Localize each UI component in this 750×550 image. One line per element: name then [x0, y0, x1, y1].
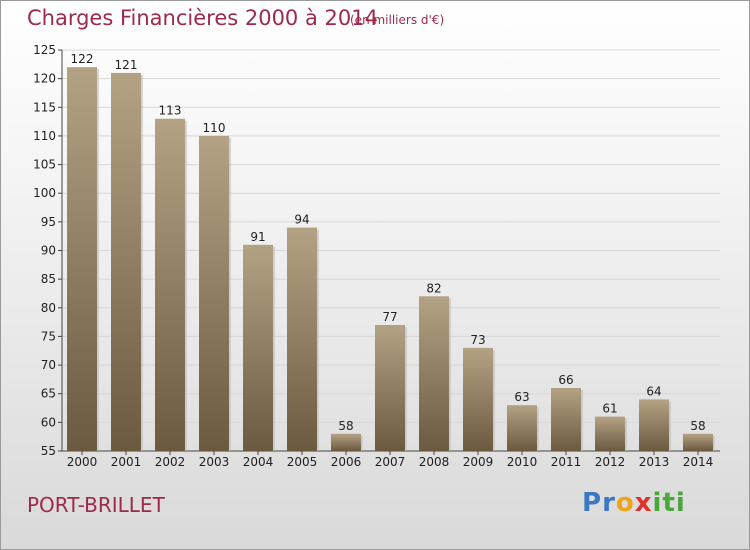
y-tick-label: 75	[41, 329, 56, 343]
x-tick-label-2013: 2013	[639, 455, 670, 469]
bar-2003	[199, 135, 229, 451]
logo-letter: o	[615, 488, 635, 518]
data-label-2008: 82	[426, 281, 441, 295]
bar-2006	[331, 433, 361, 451]
x-tick-label-2008: 2008	[419, 455, 450, 469]
x-axis-ticks: 2000 2001 2002 2003 2004 2005 2006 2007 2008 2009…	[67, 451, 714, 469]
x-tick-label-2005: 2005	[287, 455, 318, 469]
y-axis-ticks: 55 60 65 70 75 80 85 90 95 100 105 110 115 120 125	[33, 43, 62, 458]
data-label-2001: 121	[115, 58, 138, 72]
logo-letter: i	[652, 488, 663, 518]
data-label-2003: 110	[203, 121, 226, 135]
bar-2000	[67, 67, 97, 451]
logo-letter: i	[675, 488, 686, 518]
y-tick-label: 105	[33, 158, 56, 172]
bar-2008	[419, 296, 449, 451]
bar-2012	[595, 416, 625, 451]
bar-2005	[287, 227, 317, 451]
y-tick-label: 65	[41, 387, 56, 401]
data-label-2011: 66	[558, 373, 573, 387]
y-tick-label: 85	[41, 272, 56, 286]
x-tick-label-2011: 2011	[551, 455, 582, 469]
data-label-2002: 113	[159, 104, 182, 118]
data-label-2000: 122	[71, 52, 94, 66]
x-tick-label-2004: 2004	[243, 455, 274, 469]
logo-letter: t	[662, 488, 676, 518]
place-name: PORT-BRILLET	[27, 493, 165, 517]
bar-2002	[155, 118, 185, 451]
bar-2004	[243, 244, 273, 451]
x-tick-label-2000: 2000	[67, 455, 98, 469]
data-label-2010: 63	[514, 390, 529, 404]
data-label-2009: 73	[470, 333, 485, 347]
y-tick-label: 55	[41, 444, 56, 458]
bars	[67, 67, 715, 452]
x-tick-label-2010: 2010	[507, 455, 538, 469]
data-label-2012: 61	[602, 402, 617, 416]
data-label-2004: 91	[250, 230, 265, 244]
y-tick-label: 120	[33, 72, 56, 86]
y-tick-label: 95	[41, 215, 56, 229]
y-tick-label: 100	[33, 186, 56, 200]
x-tick-label-2009: 2009	[463, 455, 494, 469]
logo-letter: P	[582, 488, 603, 518]
y-tick-label: 70	[41, 358, 56, 372]
x-tick-label-2001: 2001	[111, 455, 142, 469]
x-tick-label-2003: 2003	[199, 455, 230, 469]
x-tick-label-2007: 2007	[375, 455, 406, 469]
bar-2014	[683, 433, 713, 451]
y-tick-label: 60	[41, 415, 56, 429]
bar-2011	[551, 387, 581, 451]
data-label-2005: 94	[294, 213, 309, 227]
chart-subtitle: (en milliers d'€)	[350, 13, 445, 27]
y-tick-label: 110	[33, 129, 56, 143]
chart-title: Charges Financières 2000 à 2014	[27, 6, 378, 30]
x-tick-label-2006: 2006	[331, 455, 362, 469]
bar-2013	[639, 399, 669, 451]
data-label-2007: 77	[382, 310, 397, 324]
bar-2010	[507, 405, 537, 451]
x-tick-label-2002: 2002	[155, 455, 186, 469]
data-label-2006: 58	[338, 419, 353, 433]
data-label-2013: 64	[646, 384, 661, 398]
logo-letter: x	[634, 488, 653, 518]
y-tick-label: 90	[41, 244, 56, 258]
proxiti-logo: Proxiti	[582, 488, 686, 518]
data-label-2014: 58	[690, 419, 705, 433]
data-labels: 122 121 113 110 91 94 58 77 82 73 63 66 61 64 58	[71, 52, 706, 433]
bar-2007	[375, 324, 405, 451]
bar-2009	[463, 347, 493, 451]
logo-letter: r	[602, 488, 616, 518]
y-tick-label: 125	[33, 43, 56, 57]
bar-2001	[111, 72, 141, 452]
y-tick-label: 115	[33, 100, 56, 114]
x-tick-label-2012: 2012	[595, 455, 626, 469]
y-tick-label: 80	[41, 301, 56, 315]
x-tick-label-2014: 2014	[683, 455, 714, 469]
